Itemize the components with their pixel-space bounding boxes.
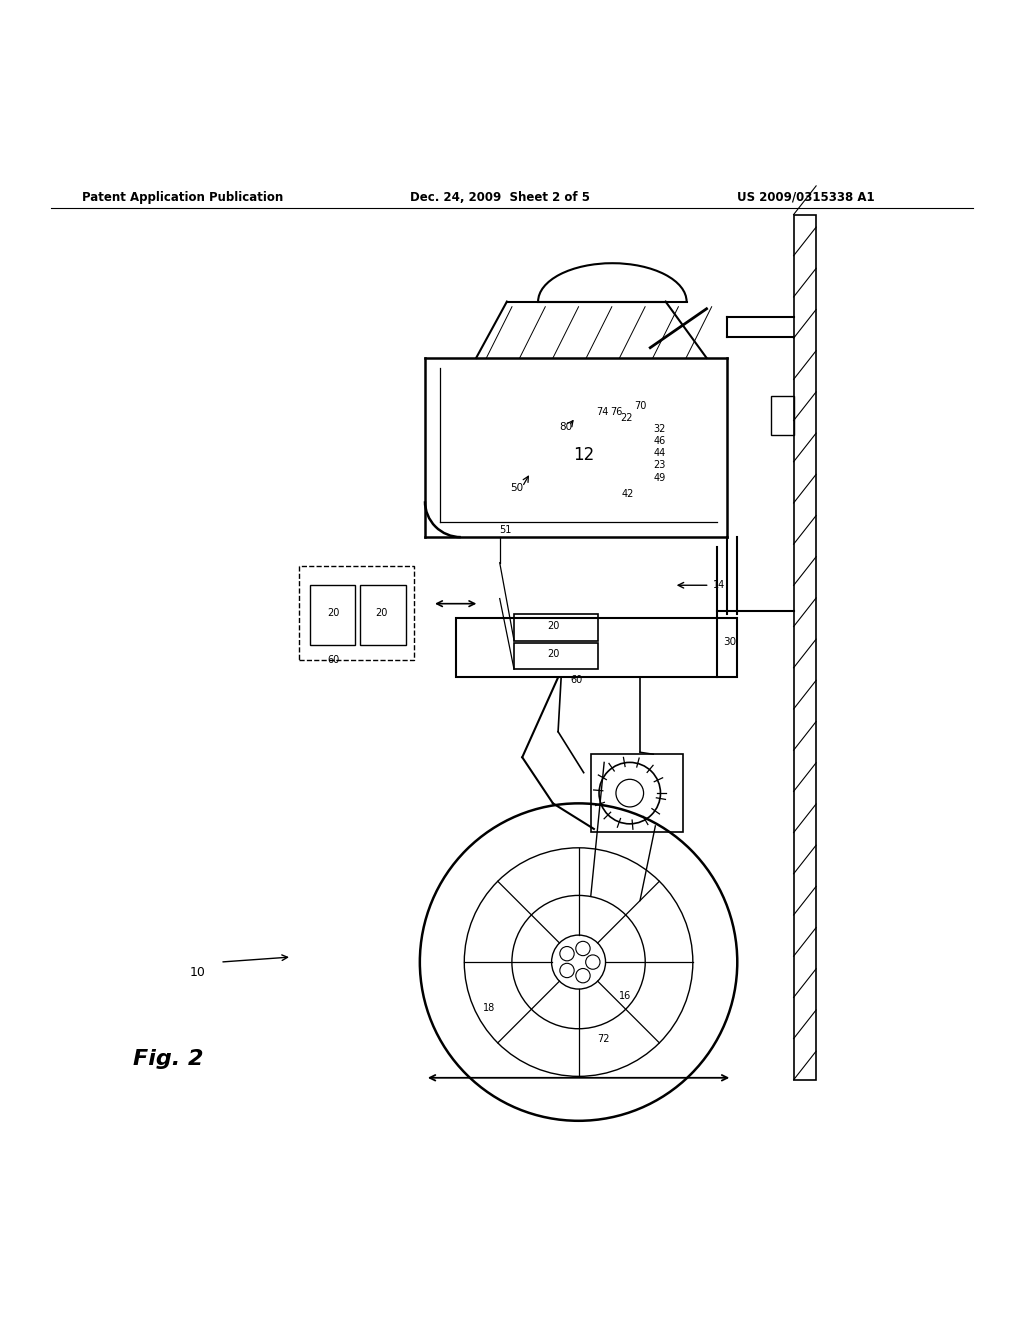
Text: 49: 49 (653, 473, 666, 483)
Text: 20: 20 (375, 609, 387, 618)
Text: 60: 60 (570, 676, 583, 685)
Bar (514, 643, 598, 669)
Text: Fig. 2: Fig. 2 (133, 1049, 204, 1069)
Text: 12: 12 (573, 446, 595, 465)
Bar (456, 618, 737, 677)
Bar (360, 585, 406, 644)
Text: 16: 16 (618, 991, 631, 1001)
Text: 60: 60 (328, 655, 340, 665)
Text: 10: 10 (189, 966, 206, 979)
Text: 20: 20 (547, 622, 559, 631)
Text: US 2009/0315338 A1: US 2009/0315338 A1 (737, 190, 874, 203)
Text: 50: 50 (510, 483, 523, 492)
Text: 14: 14 (713, 581, 725, 590)
Text: 70: 70 (634, 401, 646, 411)
Text: 76: 76 (610, 407, 623, 417)
Bar (514, 614, 598, 640)
Text: 42: 42 (622, 490, 634, 499)
Text: 22: 22 (621, 413, 633, 424)
Bar (794, 215, 816, 1080)
Bar (310, 585, 355, 644)
Text: 30: 30 (723, 636, 736, 647)
Bar (299, 566, 414, 660)
Text: Dec. 24, 2009  Sheet 2 of 5: Dec. 24, 2009 Sheet 2 of 5 (410, 190, 590, 203)
Text: 74: 74 (596, 407, 608, 417)
Text: 44: 44 (653, 449, 666, 458)
Text: 23: 23 (653, 461, 666, 470)
Text: 20: 20 (328, 609, 340, 618)
Text: 32: 32 (653, 424, 666, 433)
Text: Patent Application Publication: Patent Application Publication (82, 190, 284, 203)
Text: 18: 18 (483, 1003, 496, 1014)
Bar (771, 396, 794, 434)
Text: 46: 46 (653, 436, 666, 446)
Text: 51: 51 (499, 525, 511, 535)
Text: 20: 20 (547, 649, 559, 659)
Text: 80: 80 (559, 421, 572, 432)
Text: 72: 72 (597, 1034, 609, 1044)
Bar (591, 754, 683, 832)
